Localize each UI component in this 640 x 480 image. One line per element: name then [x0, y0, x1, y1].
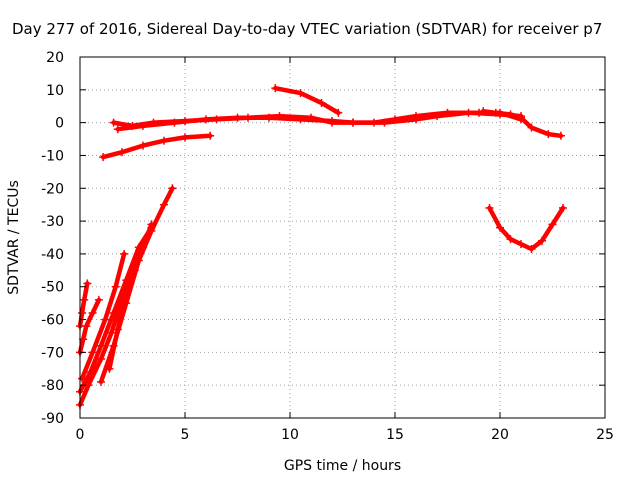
data-point [202, 115, 210, 124]
data-point [139, 141, 147, 150]
data-point [296, 89, 305, 98]
y-axis-label: SDTVAR / TECUs [6, 180, 22, 295]
data-point [517, 113, 525, 122]
data-point [82, 322, 91, 331]
data-point [111, 282, 120, 291]
data-point [109, 118, 118, 127]
chart-title: Day 277 of 2016, Sidereal Day-to-day VTE… [12, 20, 602, 38]
data-point [99, 153, 108, 162]
data-point [349, 118, 357, 127]
data-point [181, 133, 189, 142]
data-point [479, 107, 488, 116]
data-point [527, 123, 536, 132]
data-point [130, 266, 139, 275]
data-point [86, 368, 95, 377]
data-point [506, 110, 515, 119]
data-point [464, 108, 473, 117]
y-tick-label: -40 [41, 247, 64, 263]
data-point [485, 203, 494, 212]
x-tick-label: 20 [491, 427, 509, 443]
data-point [113, 125, 122, 134]
data-point [139, 121, 147, 130]
data-point [527, 244, 536, 253]
x-tick-label: 10 [281, 427, 299, 443]
data-point [233, 113, 242, 122]
data-point [80, 295, 89, 304]
data-point [206, 131, 215, 140]
ticks [79, 56, 606, 419]
plot-frame [79, 56, 606, 419]
data-point [94, 295, 103, 304]
data-point [78, 308, 87, 317]
y-tick-label: -50 [41, 280, 64, 296]
x-axis-label: GPS time / hours [284, 458, 401, 474]
x-tick-label: 0 [76, 427, 85, 443]
series-track-l [107, 222, 154, 372]
tick-labels: 0 5 10 15 20 25 -90 -80 -70 -60 -50 -40 -30 -20 -10 0 10… [41, 50, 614, 443]
series-track-d [273, 85, 341, 116]
data-point [334, 108, 343, 117]
data-point [113, 325, 122, 334]
series-track-f [487, 205, 566, 252]
data-point [120, 249, 129, 258]
data-point [139, 243, 147, 252]
data-point [296, 115, 305, 124]
data-point [544, 130, 553, 139]
data-point [88, 308, 97, 317]
data-point [412, 115, 420, 124]
data-point [122, 289, 131, 298]
data-point [101, 315, 110, 324]
y-tick-label: -60 [41, 313, 64, 329]
data-point [433, 112, 441, 121]
y-tick-label: -20 [41, 181, 64, 197]
y-tick-label: 20 [46, 50, 64, 66]
data-point [559, 203, 567, 212]
series-track-b [115, 110, 524, 132]
data-point [107, 328, 116, 337]
series-layer [76, 84, 567, 409]
data-point [538, 236, 546, 245]
data-point [147, 220, 156, 229]
data-point [97, 341, 105, 350]
y-tick-label: 0 [55, 116, 64, 132]
x-tick-label: 5 [181, 427, 190, 443]
data-point [78, 374, 87, 383]
data-point [496, 223, 504, 232]
data-point [160, 136, 168, 145]
data-point [83, 279, 92, 288]
data-point [517, 240, 525, 249]
data-point [97, 354, 105, 363]
y-tick-label: -70 [41, 345, 64, 361]
y-tick-label: -10 [41, 148, 64, 164]
x-tick-label: 15 [386, 427, 404, 443]
data-point [265, 113, 273, 122]
data-point [271, 84, 280, 93]
x-tick-label: 25 [596, 427, 614, 443]
data-point [317, 98, 326, 107]
data-point [160, 200, 168, 209]
data-point [328, 116, 336, 125]
data-point [491, 108, 500, 117]
data-point [88, 348, 97, 357]
data-point [168, 184, 177, 193]
data-point [170, 118, 179, 127]
y-tick-label: -30 [41, 214, 64, 230]
y-tick-label: 10 [46, 83, 64, 99]
y-tick-label: -80 [41, 378, 64, 394]
y-tick-label: -90 [41, 411, 64, 427]
series-track-c [100, 133, 213, 160]
data-point [548, 220, 557, 229]
data-point [556, 131, 565, 140]
data-point [118, 148, 126, 157]
data-point [506, 235, 515, 244]
data-point [105, 364, 114, 373]
grid [80, 57, 605, 418]
data-point [380, 118, 389, 127]
data-point [109, 308, 118, 317]
data-point [97, 377, 105, 386]
